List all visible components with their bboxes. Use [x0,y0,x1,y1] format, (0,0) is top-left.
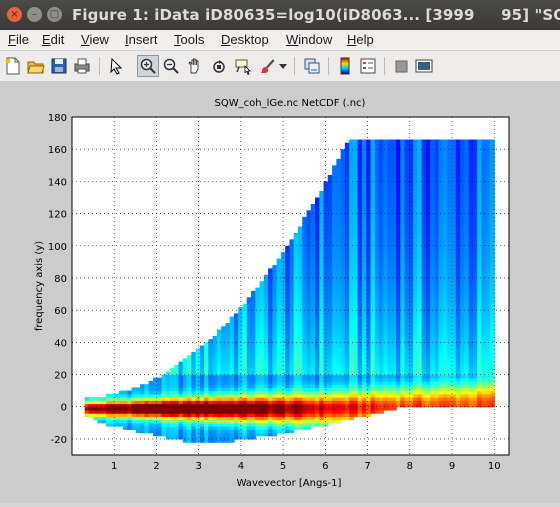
rotate-3d-icon[interactable] [208,55,230,77]
heatmap-plot: SQW_coh_lGe.nc NetCDF (.nc) 1 2 3 4 5 6 7 8 9 10 -… [0,82,560,503]
open-file-icon[interactable] [25,55,47,77]
zoom-out-icon[interactable] [160,55,182,77]
x-tick-label: 9 [449,461,455,472]
maximize-window-button[interactable]: □ [47,7,62,22]
show-plot-tools-icon[interactable] [413,55,435,77]
y-tick-label: 80 [54,274,67,285]
toolbar [0,51,560,82]
y-tick-label: 140 [48,177,67,188]
menu-bar: File Edit View Insert Tools Desktop Wind… [0,30,560,51]
x-tick-label: 8 [407,461,413,472]
x-tick-label: 2 [153,461,159,472]
menu-edit[interactable]: Edit [42,32,64,47]
title-bar: × – □ Figure 1: iData iD80635=log10(iD80… [0,0,560,30]
menu-file[interactable]: File [8,32,29,47]
y-tick-label: 180 [48,113,67,124]
close-window-button[interactable]: × [7,7,22,22]
x-axis-label: Wavevector [Angs-1] [237,478,342,489]
figure-canvas: SQW_coh_lGe.nc NetCDF (.nc) 1 2 3 4 5 6 7 8 9 10 -… [0,82,560,503]
menu-help[interactable]: Help [347,32,374,47]
data-cursor-icon[interactable] [232,55,254,77]
colorbar-icon[interactable] [334,55,356,77]
y-tick-label: 100 [48,242,67,253]
print-icon[interactable] [71,55,93,77]
menu-view[interactable]: View [81,32,109,47]
x-tick-label: 4 [238,461,244,472]
x-tick-label: 10 [488,461,501,472]
new-figure-icon[interactable] [2,55,24,77]
dropdown-arrow-icon[interactable] [277,55,289,77]
y-tick-label: 60 [54,306,67,317]
pointer-icon[interactable] [105,55,127,77]
x-tick-label: 5 [280,461,286,472]
x-tick-label: 3 [195,461,201,472]
menu-tools[interactable]: Tools [174,32,204,47]
save-icon[interactable] [48,55,70,77]
link-plot-icon[interactable] [301,55,323,77]
y-tick-label: 120 [48,210,67,221]
y-tick-label: 160 [48,145,67,156]
menu-window[interactable]: Window [286,32,332,47]
y-tick-label: 40 [54,338,67,349]
pan-icon[interactable] [184,55,206,77]
hide-plot-tools-icon[interactable] [390,55,412,77]
x-tick-label: 1 [111,461,117,472]
minimize-window-button[interactable]: – [27,7,42,22]
y-tick-label: 20 [54,371,67,382]
y-axis-label: frequency axis (y) [34,241,45,331]
chart-title: SQW_coh_lGe.nc NetCDF (.nc) [215,98,366,109]
y-tick-label: -20 [51,435,67,446]
menu-insert[interactable]: Insert [125,32,158,47]
zoom-in-icon[interactable] [137,55,159,77]
x-tick-label: 6 [322,461,328,472]
y-tick-label: 0 [61,403,67,414]
window-title: Figure 1: iData iD80635=log10(iD8063... … [72,6,560,24]
x-tick-label: 7 [364,461,370,472]
brush-icon[interactable] [256,55,278,77]
legend-icon[interactable] [357,55,379,77]
menu-desktop[interactable]: Desktop [221,32,269,47]
